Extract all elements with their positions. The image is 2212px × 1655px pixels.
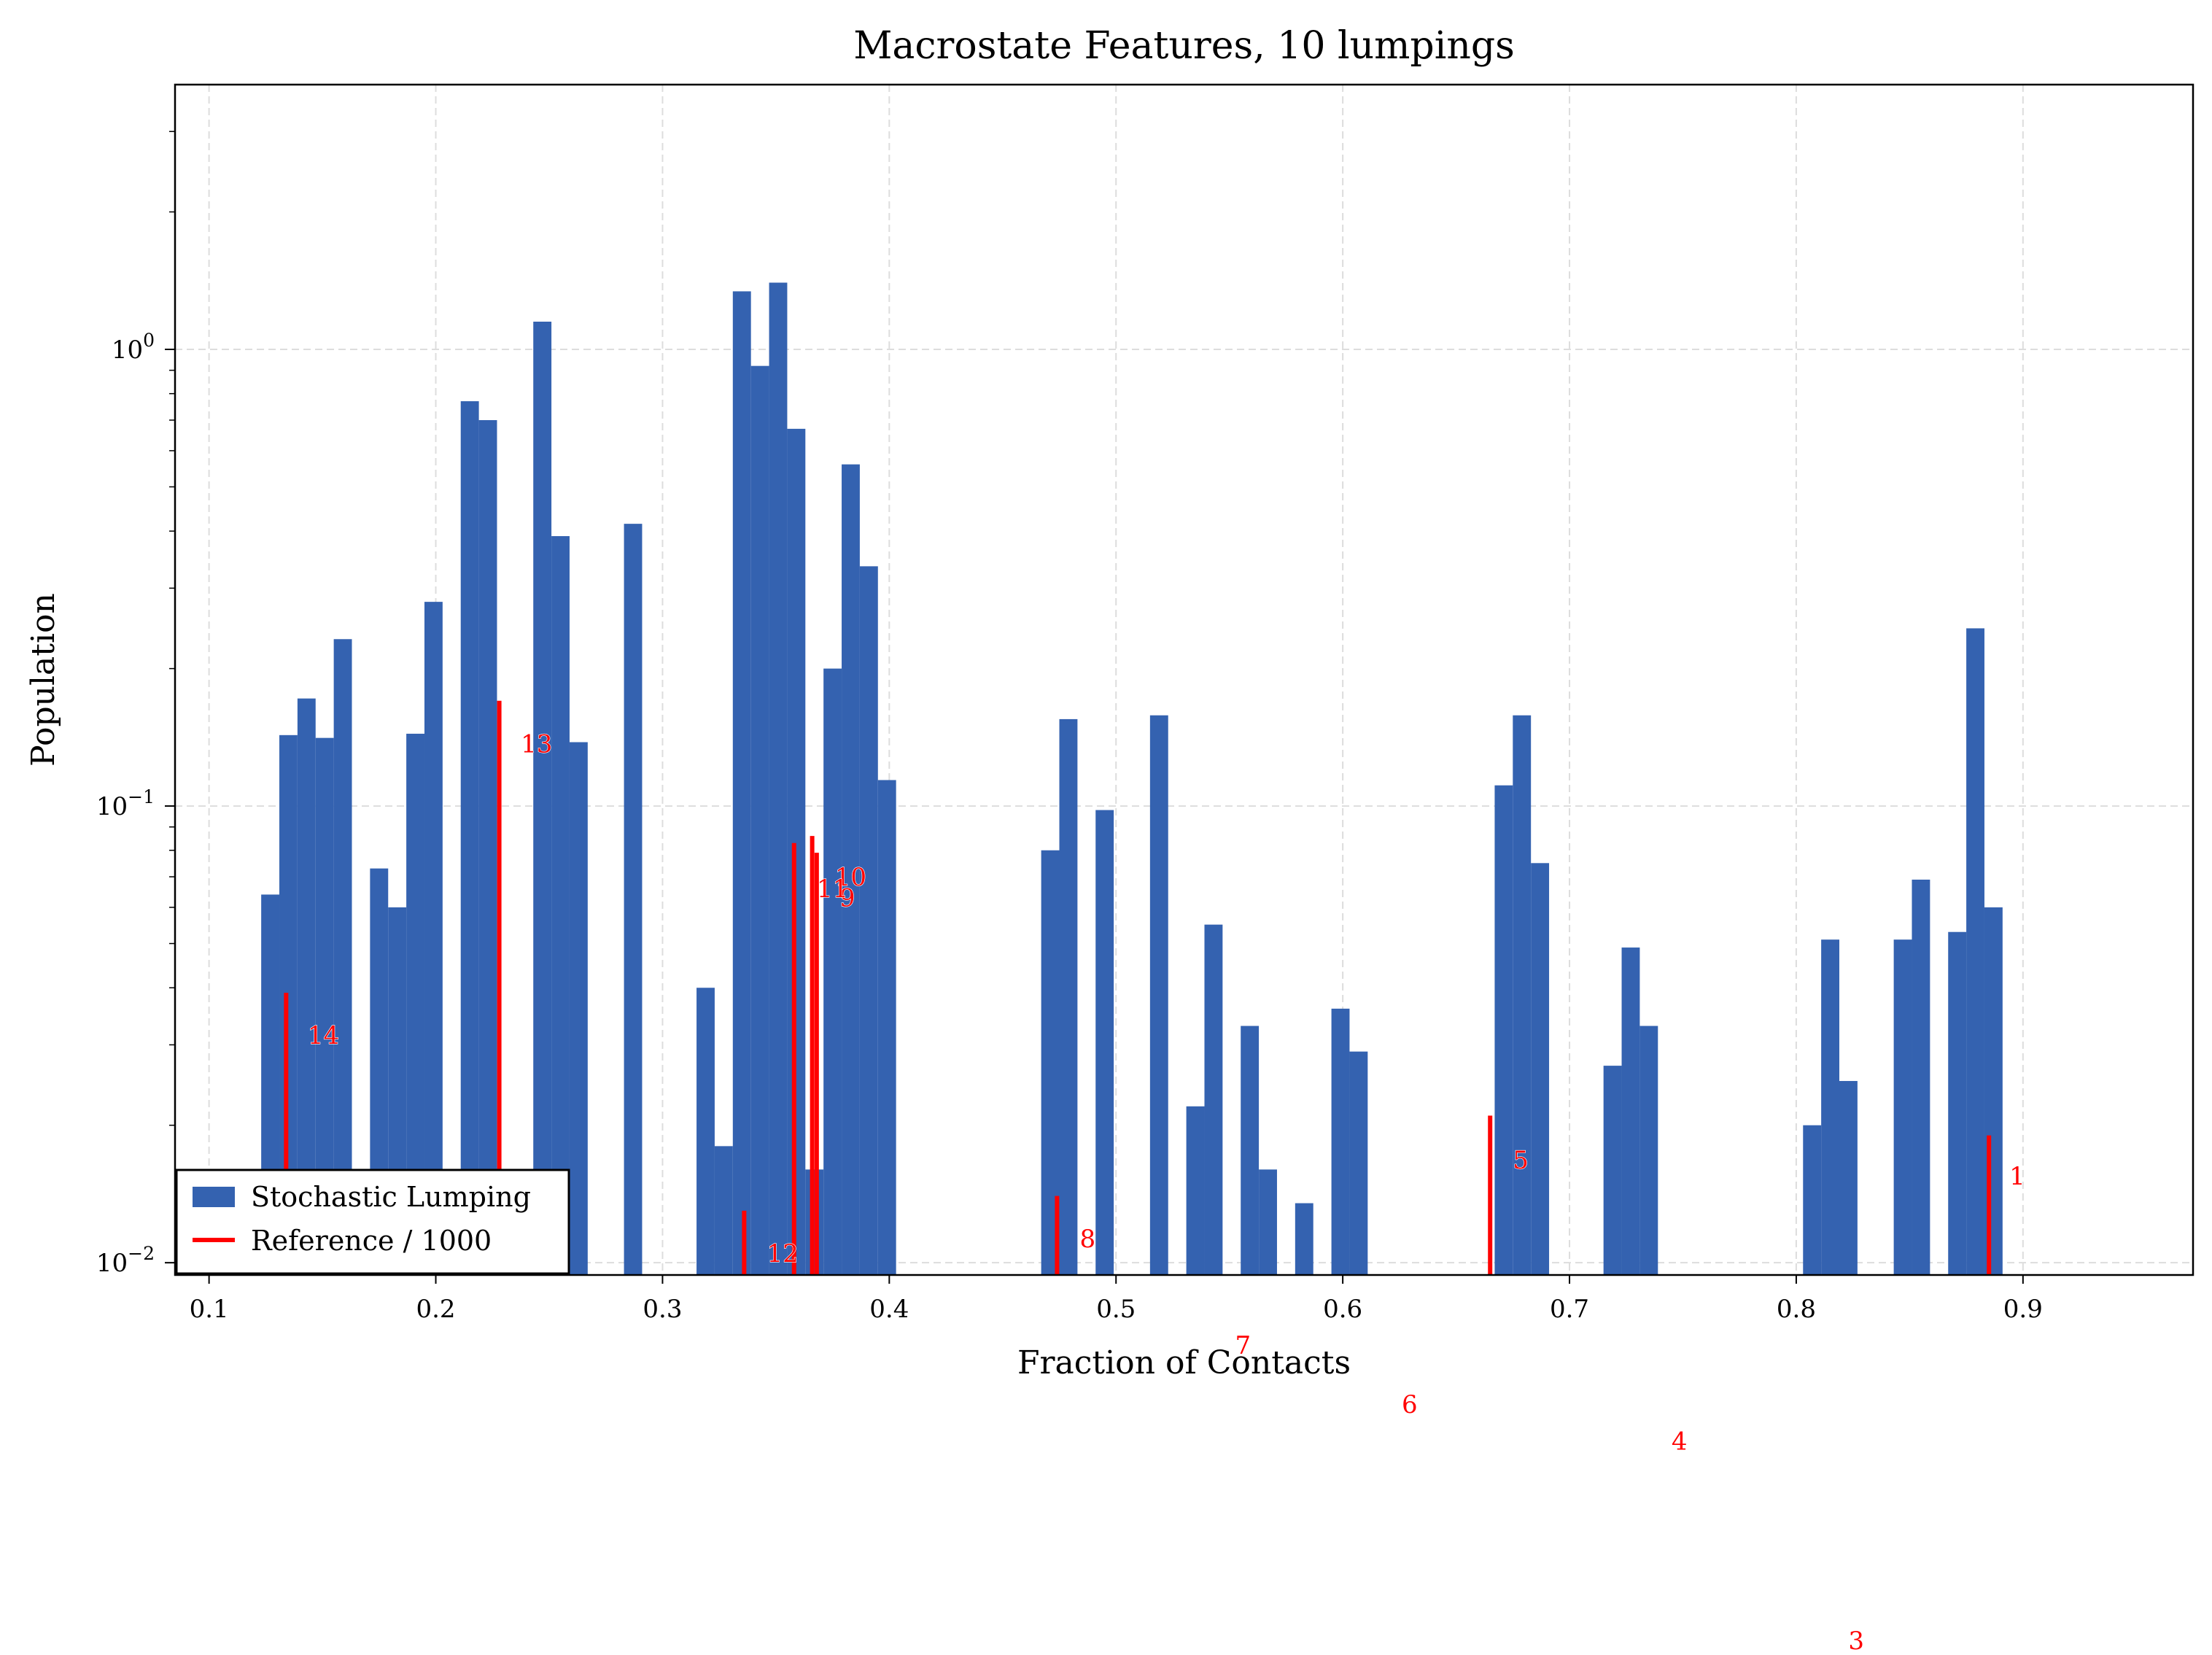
- reference-annotation: 11: [817, 875, 848, 904]
- legend-box: [175, 1168, 570, 1275]
- histogram-bar: [1839, 1081, 1858, 1275]
- y-axis-label: Population: [25, 593, 62, 767]
- x-tick-label: 0.2: [416, 1295, 455, 1324]
- histogram-bar: [769, 282, 788, 1276]
- histogram-bar: [1948, 931, 1967, 1275]
- histogram-bar: [1349, 1051, 1368, 1275]
- histogram-bar: [732, 291, 751, 1275]
- histogram-bars: [261, 282, 2003, 1276]
- y-axis-ticks: 10−2 10−1 100: [96, 131, 175, 1278]
- histogram-bar: [1803, 1125, 1822, 1275]
- legend-label-stochastic-lumping: Stochastic Lumping: [251, 1181, 531, 1213]
- histogram-bar: [1621, 947, 1640, 1275]
- reference-annotation: 3: [1848, 1627, 1864, 1655]
- x-tick-label: 0.6: [1323, 1295, 1362, 1324]
- histogram-bar: [714, 1146, 733, 1275]
- histogram-bar: [1295, 1203, 1313, 1275]
- histogram-bar: [551, 536, 570, 1275]
- legend-label-reference: Reference / 1000: [251, 1225, 492, 1257]
- grid: [175, 85, 2193, 1275]
- reference-annotation: 8: [1079, 1225, 1095, 1254]
- reference-annotation: 13: [521, 729, 552, 759]
- histogram-bar: [859, 566, 878, 1275]
- reference-annotation: 12: [767, 1239, 798, 1268]
- reference-annotation: 6: [1402, 1390, 1418, 1419]
- histogram-bar: [842, 464, 860, 1275]
- reference-annotation: 10: [835, 863, 866, 892]
- reference-annotation: 9: [839, 884, 855, 913]
- histogram-bar: [533, 321, 552, 1276]
- histogram-bar: [750, 365, 769, 1276]
- y-tick-label: 10−2: [96, 1243, 155, 1278]
- histogram-bar: [1912, 879, 1930, 1275]
- x-tick-label: 0.3: [643, 1295, 682, 1324]
- x-axis-ticks: 0.1 0.2 0.3 0.4 0.5 0.6 0.7 0.8 0.9: [190, 1275, 2043, 1324]
- reference-annotation: 4: [1672, 1427, 1688, 1457]
- histogram-bar: [877, 780, 896, 1275]
- x-tick-label: 0.7: [1550, 1295, 1589, 1324]
- histogram-bar: [569, 742, 588, 1275]
- x-axis-label: Fraction of Contacts: [1017, 1344, 1351, 1381]
- plot-frame: [174, 83, 2194, 1276]
- histogram-bar: [1204, 924, 1223, 1275]
- y-tick-label: 100: [112, 330, 155, 365]
- reference-annotations: 1234567891011121314: [307, 729, 2025, 1655]
- legend-swatch-stochastic-lumping: [193, 1187, 235, 1207]
- x-tick-label: 0.9: [2003, 1295, 2043, 1324]
- histogram-bar: [1186, 1106, 1205, 1275]
- histogram-bar: [1639, 1026, 1658, 1275]
- y-tick-label: 10−1: [96, 786, 155, 821]
- histogram-bar: [805, 1169, 824, 1275]
- x-tick-label: 0.1: [190, 1295, 229, 1324]
- histogram-bar: [1893, 939, 1912, 1275]
- histogram-bar: [1603, 1066, 1622, 1275]
- histogram-bar: [823, 668, 842, 1275]
- legend: Stochastic Lumping Reference / 1000: [175, 1168, 570, 1275]
- histogram-bar: [1531, 863, 1550, 1275]
- histogram-bar: [1095, 810, 1114, 1275]
- histogram-bar: [1241, 1026, 1260, 1275]
- histogram-bar: [1966, 628, 1984, 1275]
- histogram-bar: [1513, 715, 1532, 1275]
- x-tick-label: 0.4: [869, 1295, 909, 1324]
- histogram-bar: [624, 524, 643, 1275]
- histogram-bar: [696, 988, 715, 1275]
- histogram-bar: [1149, 715, 1168, 1275]
- histogram-bar: [1821, 939, 1839, 1275]
- histogram-bar: [424, 602, 443, 1275]
- chart-title: Macrostate Features, 10 lumpings: [853, 24, 1515, 68]
- histogram-bar: [460, 401, 479, 1275]
- x-tick-label: 0.8: [1777, 1295, 1816, 1324]
- histogram-bar: [478, 419, 497, 1275]
- reference-annotation: 7: [1235, 1331, 1251, 1360]
- reference-annotation: 14: [308, 1021, 339, 1050]
- histogram-bar: [1331, 1008, 1350, 1275]
- histogram-bar: [787, 428, 806, 1276]
- histogram-bar: [1059, 718, 1078, 1275]
- x-tick-label: 0.5: [1096, 1295, 1136, 1324]
- reference-annotation: 5: [1513, 1146, 1529, 1175]
- reference-annotation: 1: [2009, 1162, 2025, 1191]
- histogram-bar: [1259, 1169, 1277, 1275]
- histogram-bar: [1494, 785, 1513, 1275]
